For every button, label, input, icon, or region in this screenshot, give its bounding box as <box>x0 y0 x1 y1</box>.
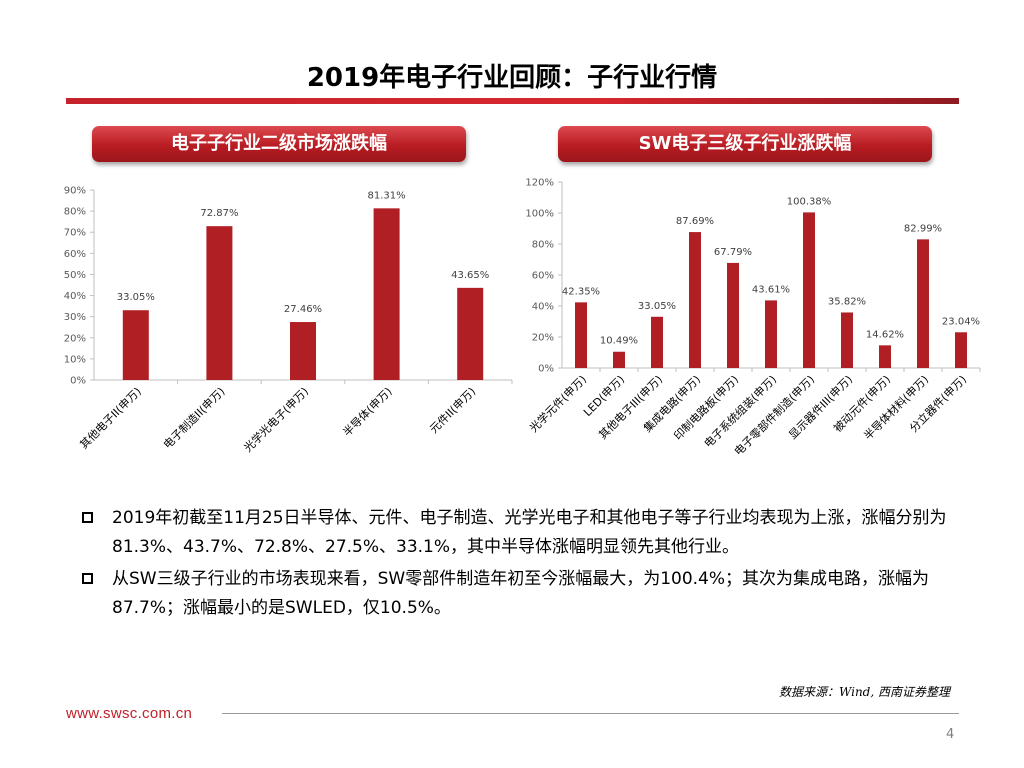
data-label: 27.46% <box>284 304 322 315</box>
bar <box>457 287 484 380</box>
data-label: 43.61% <box>752 284 790 295</box>
left-chart-header: 电子子行业二级市场涨跌幅 <box>92 126 466 162</box>
category-label: 电子系统组装(申万) <box>701 372 779 450</box>
category-label: 光学元件(申万) <box>526 372 589 435</box>
data-label: 82.99% <box>904 223 942 234</box>
bar <box>765 300 777 368</box>
footer-url-link[interactable]: www.swsc.com.cn <box>66 705 193 722</box>
data-label: 23.04% <box>942 316 980 327</box>
bullet-text: 2019年初截至11月25日半导体、元件、电子制造、光学光电子和其他电子等子行业… <box>112 508 947 557</box>
bar <box>613 351 625 368</box>
y-tick-label: 20% <box>64 333 86 344</box>
bar <box>122 310 149 380</box>
data-label: 72.87% <box>200 208 238 219</box>
left-bar-chart: 0%10%20%30%40%50%60%70%80%90%33.05%其他电子I… <box>64 186 513 455</box>
title-underline-bar <box>66 98 959 104</box>
data-label: 87.69% <box>676 216 714 227</box>
y-tick-label: 30% <box>64 312 86 323</box>
data-label: 81.31% <box>368 190 406 201</box>
y-tick-label: 90% <box>64 186 86 197</box>
data-label: 10.49% <box>600 336 638 347</box>
bar <box>206 226 233 380</box>
square-bullet-icon <box>82 512 93 523</box>
y-tick-label: 100% <box>525 209 554 220</box>
bar <box>373 208 400 380</box>
bullet-item: 2019年初截至11月25日半导体、元件、电子制造、光学光电子和其他电子等子行业… <box>80 504 960 562</box>
bar <box>727 262 739 368</box>
y-tick-label: 20% <box>532 333 554 344</box>
y-tick-label: 60% <box>532 271 554 282</box>
square-bullet-icon <box>82 573 93 584</box>
bullet-text: 从SW三级子行业的市场表现来看，SW零部件制造年初至今涨幅最大，为100.4%；… <box>112 569 930 618</box>
data-label: 35.82% <box>828 296 866 307</box>
bar <box>290 322 316 380</box>
bar <box>575 302 587 368</box>
bar <box>803 212 815 368</box>
bar <box>651 316 663 368</box>
y-tick-label: 10% <box>64 354 86 365</box>
y-tick-label: 80% <box>64 207 86 218</box>
category-label: 印制电路板(申万) <box>671 372 741 442</box>
data-label: 100.38% <box>787 196 832 207</box>
bar <box>689 232 701 368</box>
y-tick-label: 80% <box>532 240 554 251</box>
data-label: 33.05% <box>117 292 155 303</box>
y-tick-label: 40% <box>532 302 554 313</box>
category-label: 半导体材料(申万) <box>861 372 931 442</box>
bar <box>841 312 853 368</box>
y-tick-label: 70% <box>64 228 86 239</box>
bar <box>879 345 891 368</box>
bar <box>955 332 967 368</box>
slide-title: 2019年电子行业回顾：子行业行情 <box>306 63 718 93</box>
bar <box>917 239 929 368</box>
data-label: 33.05% <box>638 301 676 312</box>
data-label: 67.79% <box>714 247 752 258</box>
data-label: 43.65% <box>451 270 489 281</box>
y-tick-label: 40% <box>64 291 86 302</box>
y-tick-label: 50% <box>64 270 86 281</box>
footer-divider <box>222 713 959 714</box>
page-number: 4 <box>946 727 955 742</box>
y-tick-label: 120% <box>525 178 554 189</box>
y-tick-label: 60% <box>64 249 86 260</box>
data-label: 14.62% <box>866 329 904 340</box>
data-label: 42.35% <box>562 286 600 297</box>
y-tick-label: 0% <box>70 376 86 387</box>
source-note: 数据来源：Wind, 西南证券整理 <box>778 685 950 699</box>
right-chart-header: SW电子三级子行业涨跌幅 <box>558 126 932 162</box>
bullet-list: 2019年初截至11月25日半导体、元件、电子制造、光学光电子和其他电子等子行业… <box>80 504 960 626</box>
bullet-item: 从SW三级子行业的市场表现来看，SW零部件制造年初至今涨幅最大，为100.4%；… <box>80 565 960 623</box>
y-tick-label: 0% <box>538 364 554 375</box>
right-bar-chart: 0% 20% 40% 60% 80% 100% 120% 42.35% 光学元件(申万) 10.4… <box>525 178 981 458</box>
